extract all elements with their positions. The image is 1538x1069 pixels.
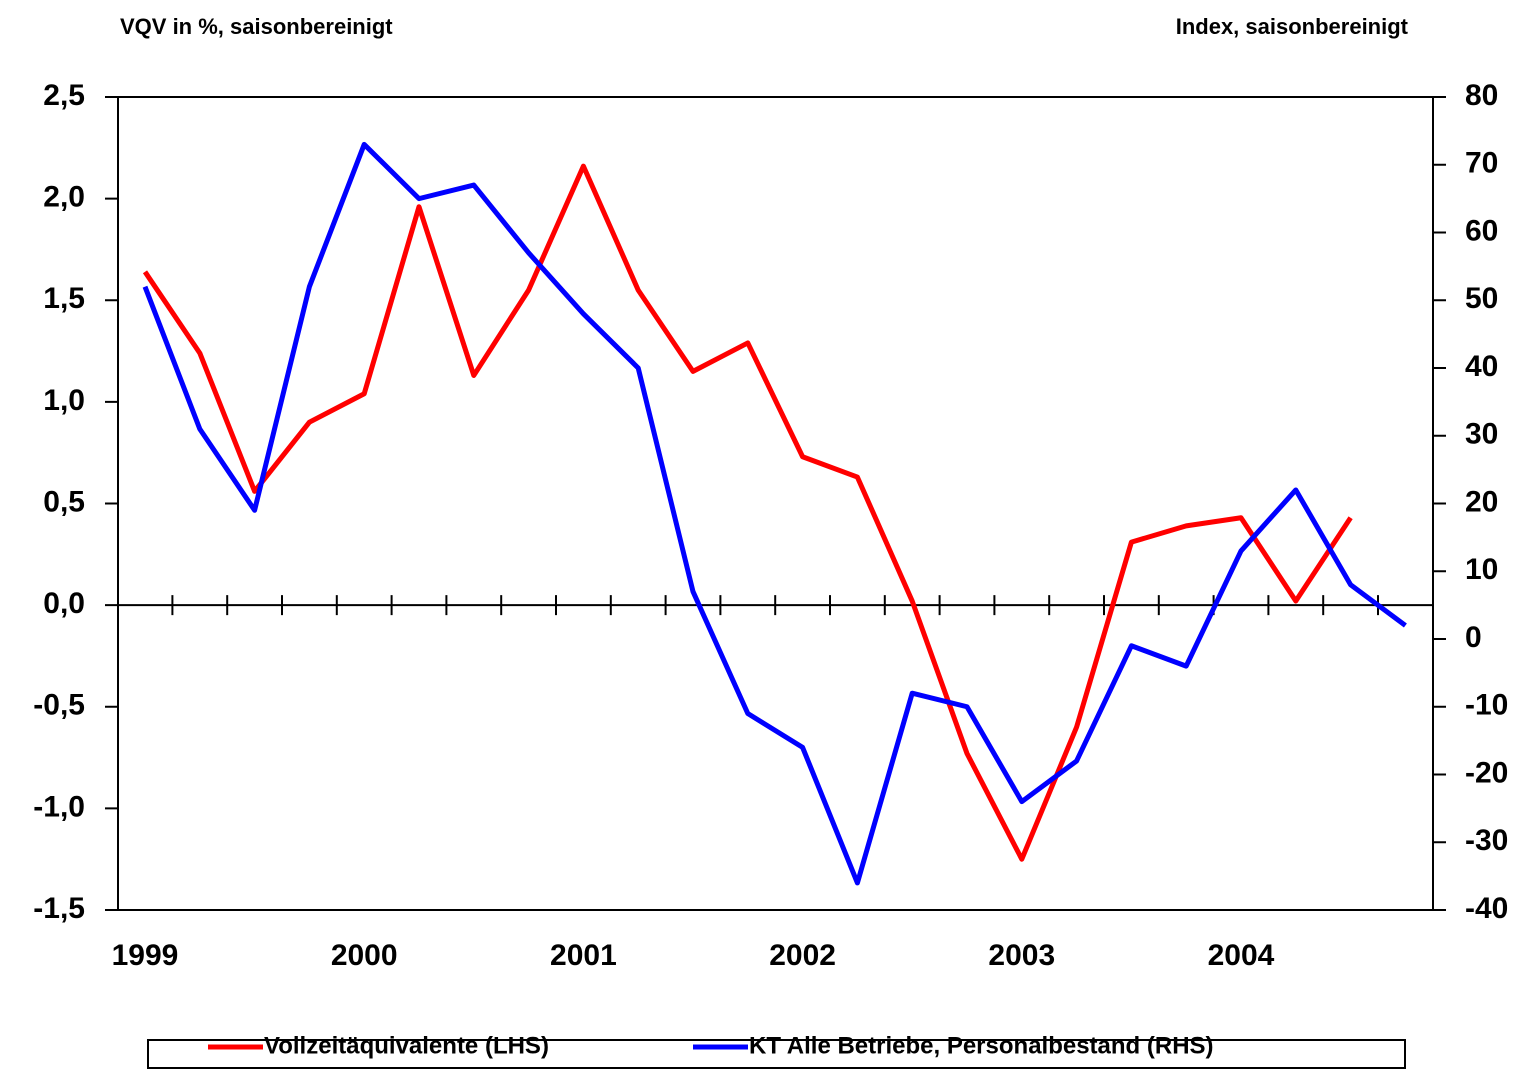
data-line [142,141,1407,886]
y2-tick-label: 60 [1465,214,1498,247]
legend-label: KT Alle Betriebe, Personalbestand (RHS) [749,1032,1214,1059]
x-tick-label: 1999 [112,939,179,972]
y-tick-label: -0,5 [33,689,85,722]
y-tick-label: -1,0 [33,790,85,823]
y2-tick-label: 40 [1465,350,1498,383]
x-tick-label: 2001 [550,939,617,972]
x-tick-label: 2000 [331,939,398,972]
legend-label: Vollzeitäquivalente (LHS) [264,1032,549,1059]
y2-tick-label: 70 [1465,147,1498,180]
y2-tick-label: 30 [1465,418,1498,451]
x-tick-label: 2004 [1208,939,1275,972]
y-tick-label: 1,5 [43,282,85,315]
y-tick-label: 1,0 [43,384,85,417]
y2-tick-label: 80 [1465,79,1498,112]
y2-tick-label: 20 [1465,485,1498,518]
y-tick-label: -1,5 [33,892,85,925]
legend-box [147,1039,1406,1069]
y2-tick-label: -20 [1465,756,1508,789]
y-tick-label: 0,0 [43,587,85,620]
y2-tick-label: 50 [1465,282,1498,315]
y-tick-label: 2,5 [43,79,85,112]
x-tick-label: 2003 [988,939,1055,972]
y-axis-title: VQV in %, saisonbereinigt [120,14,393,39]
y2-tick-label: 0 [1465,621,1482,654]
y2-tick-label: 10 [1465,553,1498,586]
y-tick-label: 0,5 [43,485,85,518]
y2-tick-label: -10 [1465,689,1508,722]
y-tick-label: 2,0 [43,181,85,214]
x-tick-label: 2002 [769,939,836,972]
y2-tick-label: -40 [1465,892,1508,925]
data-line [142,163,1353,862]
y2-tick-label: -30 [1465,824,1508,857]
y2-axis-title: Index, saisonbereinigt [1176,14,1409,39]
